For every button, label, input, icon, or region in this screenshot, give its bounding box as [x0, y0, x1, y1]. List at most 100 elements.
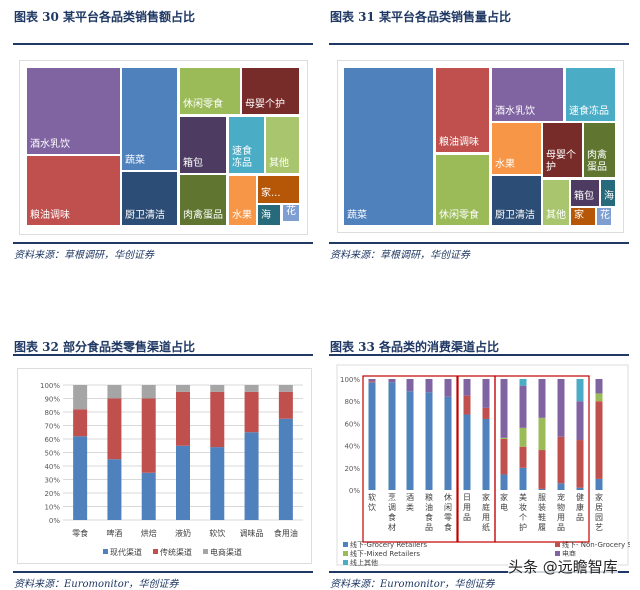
bar-segment	[176, 385, 190, 392]
tile-label: 家...	[261, 188, 281, 199]
x-tick-label: 服装鞋履	[538, 493, 546, 532]
bar-segment	[538, 417, 546, 451]
bar-segment	[406, 379, 414, 392]
tile-label: 厨卫清洁	[495, 210, 535, 221]
x-tick-label: 日用品	[463, 493, 471, 522]
x-tick-label: 软饮	[209, 528, 225, 538]
tile-label: 箱包	[574, 191, 594, 202]
x-tick-label: 调味品	[240, 528, 264, 538]
bar-segment	[519, 446, 527, 468]
y-tick-label: 90%	[44, 396, 60, 404]
bar-segment	[519, 427, 527, 447]
divider	[13, 43, 313, 45]
figure-32-title: 图表 32 部分食品类零售渠道占比	[14, 340, 196, 354]
treemap-tile: 厨卫清洁	[122, 172, 177, 225]
treemap-tile: 粮油调味	[27, 156, 120, 225]
legend-label: 电商	[562, 549, 576, 558]
treemap-tile: 海	[601, 180, 615, 206]
figure-30-source: 资料来源：草根调研，华创证券	[14, 250, 154, 261]
treemap-tile: 肉禽蛋品	[584, 123, 615, 177]
bar-segment	[73, 385, 88, 410]
tile-label: 其他	[269, 158, 289, 169]
treemap-tile: 海	[258, 205, 280, 225]
bar-segment	[210, 391, 225, 448]
x-tick-label: 啤酒	[106, 528, 122, 538]
x-tick-label: 零食	[72, 528, 88, 538]
bar-segment	[278, 391, 293, 419]
x-tick-label: 家电	[500, 492, 508, 512]
y-tick-label: 20%	[44, 490, 60, 498]
bar-segment	[557, 483, 565, 490]
tile-label: 速食冻品	[232, 146, 252, 169]
treemap-tile: 休闲零食	[436, 155, 489, 225]
tile-label: 酒水乳饮	[30, 139, 70, 150]
divider	[13, 354, 313, 356]
legend-label: 现代渠道	[110, 547, 142, 557]
y-tick-label: 70%	[44, 423, 60, 431]
treemap-tile: 速食冻品	[229, 117, 264, 173]
y-tick-label: 50%	[44, 450, 60, 458]
treemap-tile: 速食冻品	[566, 68, 615, 121]
treemap-tile: 家...	[258, 176, 299, 203]
treemap-tile: 肉禽蛋品	[180, 175, 226, 225]
bar-segment	[141, 472, 156, 520]
legend-swatch	[555, 542, 560, 547]
divider	[329, 571, 629, 573]
divider	[329, 242, 629, 244]
bar-segment	[463, 379, 471, 396]
treemap-tile: 厨卫清洁	[492, 176, 541, 225]
x-tick-label: 烘焙	[141, 528, 157, 538]
x-tick-label: 休闲零食	[444, 492, 452, 532]
bar-segment	[141, 385, 156, 399]
bar-segment	[425, 379, 433, 393]
bar-segment	[176, 445, 190, 520]
bar-segment	[368, 381, 376, 383]
tile-label: 海	[261, 210, 271, 221]
x-tick-label: 美妆个护	[519, 492, 527, 532]
x-tick-label: 软饮	[368, 492, 376, 512]
bar-segment	[244, 432, 259, 520]
y-tick-label: 20%	[344, 465, 360, 473]
x-tick-label: 液奶	[175, 528, 191, 538]
tile-label: 蔬菜	[125, 155, 145, 166]
tile-label: 速食冻品	[569, 106, 609, 117]
treemap-tile: 酒水乳饮	[492, 68, 563, 121]
bar-segment	[107, 398, 122, 460]
treemap-tile: 蔬菜	[122, 68, 177, 170]
bar-segment	[244, 391, 259, 433]
bar-segment	[538, 488, 546, 490]
treemap-tile: 粮油调味	[436, 68, 489, 152]
bar-segment	[406, 391, 414, 490]
y-tick-label: 40%	[344, 443, 360, 451]
legend-label: 传统渠道	[160, 547, 192, 557]
y-tick-label: 100%	[340, 376, 360, 384]
group-frame	[494, 375, 590, 543]
legend-label: 线上其他	[350, 558, 378, 567]
food-channel-chart: 0% 10% 20% 30% 40% 50% 60% 70% 80% 90% 100% 零食 啤酒 烘焙 液…	[17, 368, 312, 564]
tile-label: 粮油调味	[439, 137, 479, 148]
y-tick-label: 40%	[44, 463, 60, 471]
x-tick-label: 家居园艺	[595, 492, 603, 532]
bar-segment	[73, 436, 88, 520]
y-tick-label: 0%	[49, 517, 60, 525]
treemap-sales-volume: 蔬菜 粮油调味 休闲零食 酒水乳饮 速食冻品 水果 厨卫清洁 母婴个护 肉禽蛋品 其他 箱包海家 花	[337, 60, 624, 233]
y-tick-label: 80%	[44, 409, 60, 417]
bar-segment	[519, 467, 527, 490]
legend-swatch	[103, 549, 108, 554]
tile-label: 粮油调味	[30, 210, 70, 221]
divider	[13, 242, 313, 244]
tile-label: 母婴个护	[546, 150, 576, 173]
treemap-tile: 母婴个护	[543, 123, 582, 177]
bar-segment	[388, 382, 396, 490]
bar-segment	[368, 382, 376, 490]
bar-segment	[595, 393, 603, 402]
tile-label: 水果	[495, 159, 515, 170]
treemap-tile: 水果	[492, 123, 541, 174]
tile-label: 厨卫清洁	[125, 210, 165, 221]
legend-label: 线下-Mixed Retailers	[350, 549, 420, 558]
legend-swatch	[203, 549, 208, 554]
figure-30-title: 图表 30 某平台各品类销售额占比	[14, 10, 196, 24]
bar-segment	[576, 440, 584, 488]
treemap-tile: 母婴个护	[242, 68, 299, 114]
tile-label: 其他	[546, 210, 566, 221]
